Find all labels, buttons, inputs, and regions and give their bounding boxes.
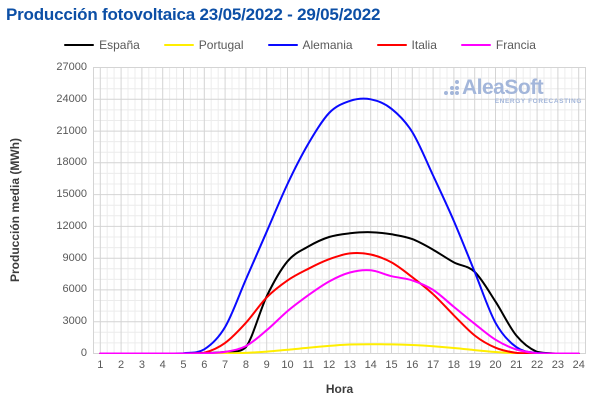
logo-text: AleaSoft (462, 76, 544, 99)
legend-label-espana: España (99, 38, 140, 52)
y-tick-label: 18000 (56, 156, 87, 169)
y-tick-label: 3000 (62, 315, 87, 328)
aleasoft-logo: AleaSoft ENERGY FORECASTING (444, 77, 584, 105)
y-tick-label: 27000 (56, 61, 87, 73)
y-tick-label: 0 (80, 347, 87, 359)
y-tick-label: 6000 (62, 283, 87, 296)
series-line-4 (99, 269, 580, 355)
x-tick-label: 20 (489, 359, 502, 371)
x-tick-label: 19 (468, 359, 481, 371)
legend: España Portugal Alemania Italia Francia (0, 38, 600, 52)
x-tick-label: 2 (118, 359, 125, 371)
legend-label-italia: Italia (411, 38, 437, 52)
francia-line-swatch (460, 43, 491, 47)
x-tick-label: 22 (530, 359, 544, 371)
x-tick-label: 16 (406, 359, 419, 371)
x-tick-label: 10 (281, 359, 294, 371)
x-tick-label: 15 (385, 359, 398, 371)
legend-item-francia: Francia (460, 38, 536, 52)
x-tick-label: 5 (180, 359, 187, 371)
x-tick-label: 6 (201, 359, 208, 371)
alemania-line-swatch (267, 43, 298, 47)
legend-item-italia: Italia (376, 38, 437, 52)
x-tick-label: 14 (364, 359, 377, 371)
x-tick-label: 11 (302, 359, 314, 371)
x-tick-label: 21 (510, 359, 523, 371)
x-tick-label: 9 (263, 359, 270, 371)
chart-title: Producción fotovoltaica 23/05/2022 - 29/… (6, 5, 381, 24)
x-tick-label: 8 (242, 359, 249, 371)
y-tick-label: 12000 (56, 219, 87, 232)
y-tick-label: 15000 (56, 188, 87, 201)
plot-area (92, 67, 587, 355)
y-tick-label: 9000 (62, 251, 87, 264)
legend-label-alemania: Alemania (302, 38, 353, 52)
y-axis-title: Producción media (MWh) (8, 138, 22, 282)
legend-label-portugal: Portugal (198, 38, 244, 52)
x-tick-label: 13 (343, 359, 357, 371)
x-tick-label: 17 (426, 359, 440, 371)
x-tick-label: 18 (447, 359, 461, 371)
espana-line-swatch (64, 43, 95, 47)
x-tick-label: 12 (322, 359, 336, 371)
legend-item-portugal: Portugal (163, 38, 244, 52)
legend-item-alemania: Alemania (267, 38, 353, 52)
x-tick-label: 4 (159, 359, 166, 371)
x-tick-label: 3 (138, 359, 145, 371)
y-tick-label: 24000 (56, 92, 87, 105)
legend-label-francia: Francia (495, 38, 536, 52)
series-line-0 (99, 231, 580, 355)
y-tick-label: 21000 (56, 124, 87, 137)
logo-subtext: ENERGY FORECASTING (494, 98, 582, 105)
x-tick-label: 7 (222, 359, 229, 371)
x-tick-label: 23 (551, 359, 565, 371)
x-tick-label: 24 (572, 359, 585, 371)
x-axis-title: Hora (325, 382, 354, 396)
x-tick-label: 1 (97, 359, 104, 371)
chart-canvas (92, 67, 587, 355)
legend-item-espana: España (64, 38, 140, 52)
italia-line-swatch (376, 43, 407, 47)
logo-dots-icon (444, 80, 459, 98)
portugal-line-swatch (163, 43, 194, 47)
